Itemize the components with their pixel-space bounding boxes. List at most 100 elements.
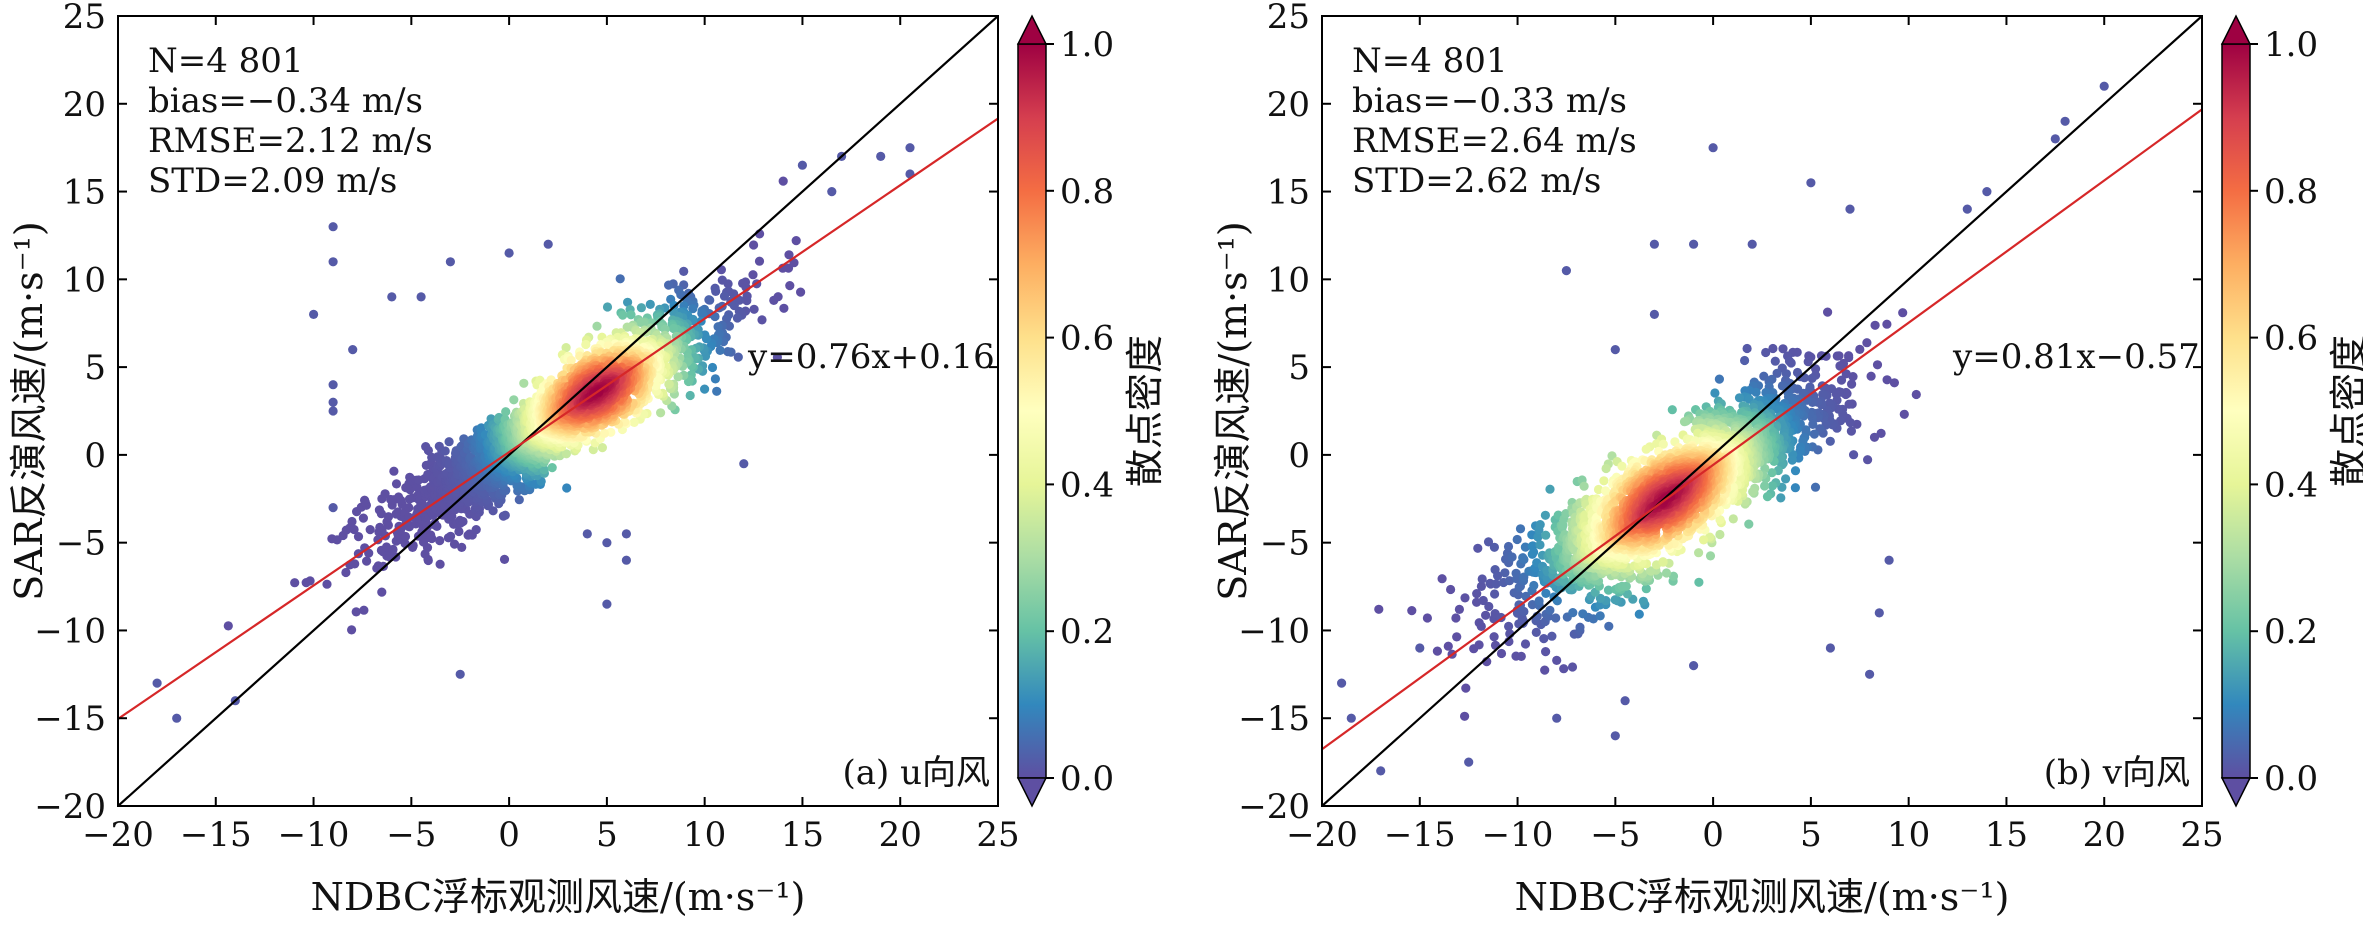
- scatter-point: [1898, 308, 1908, 318]
- x-axis-label: NDBC浮标观测风速/(m·s⁻¹): [311, 875, 806, 919]
- scatter-point: [1552, 655, 1562, 666]
- scatter-point: [673, 372, 683, 382]
- scatter-point: [1705, 551, 1716, 561]
- scatter-point: [1481, 610, 1491, 620]
- scatter-point: [543, 239, 553, 249]
- scatter-point: [1484, 601, 1494, 612]
- scatter-point: [500, 510, 510, 520]
- scatter-point: [1437, 574, 1447, 584]
- scatter-point: [351, 607, 361, 617]
- scatter-point: [669, 323, 679, 334]
- scatter-point: [779, 303, 789, 313]
- scatter-point: [1747, 239, 1757, 249]
- x-tick-label: 5: [596, 815, 618, 855]
- scatter-point: [1679, 417, 1690, 427]
- scatter-point: [1535, 540, 1545, 550]
- y-tick-label: −15: [34, 699, 106, 739]
- scatter-point: [710, 374, 721, 384]
- scatter-point: [1809, 429, 1819, 439]
- scatter-point: [1533, 532, 1543, 542]
- scatter-point: [719, 291, 730, 301]
- scatter-point: [602, 599, 612, 609]
- scatter-point: [1715, 515, 1725, 525]
- scatter-point: [1776, 493, 1786, 503]
- scatter-point: [519, 378, 529, 388]
- scatter-point: [582, 529, 592, 539]
- scatter-point: [328, 503, 338, 513]
- scatter-point: [1689, 239, 1699, 249]
- scatter-point: [457, 542, 467, 553]
- scatter-point: [1982, 187, 1992, 197]
- scatter-point: [1460, 593, 1470, 603]
- scatter-point: [581, 339, 591, 350]
- scatter-point: [1443, 641, 1453, 651]
- y-tick-label: −10: [34, 611, 106, 651]
- scatter-point: [621, 529, 632, 539]
- scatter-point: [688, 304, 698, 314]
- stat-text: STD=2.09 m/s: [148, 161, 397, 201]
- scatter-point: [1710, 388, 1720, 398]
- scatter-point: [561, 343, 571, 353]
- scatter-point: [615, 274, 625, 284]
- scatter-point: [1803, 357, 1813, 367]
- scatter-point: [785, 281, 795, 291]
- scatter-point: [1599, 476, 1609, 486]
- panel-label: (a) u向风: [842, 753, 990, 793]
- reference-line: [118, 16, 998, 806]
- scatter-point: [712, 386, 722, 396]
- scatter-point: [1545, 484, 1555, 494]
- scatter-point: [358, 513, 368, 523]
- scatter-point: [328, 397, 338, 407]
- scatter-point: [1790, 483, 1800, 493]
- scatter-point: [449, 539, 460, 549]
- scatter-point: [778, 176, 788, 186]
- scatter-point: [423, 445, 433, 456]
- scatter-point: [444, 458, 454, 468]
- scatter-point: [1641, 584, 1651, 594]
- scatter-point: [1561, 266, 1571, 276]
- scatter-point: [1855, 344, 1865, 354]
- scatter-point: [1787, 455, 1797, 465]
- scatter-point: [391, 479, 402, 489]
- scatter-point: [2060, 116, 2070, 126]
- scatter-point: [772, 352, 783, 362]
- scatter-point: [1823, 307, 1833, 317]
- scatter-point: [1478, 595, 1488, 606]
- scatter-point: [1415, 643, 1425, 653]
- scatter-point: [1511, 568, 1521, 578]
- scatter-point: [1520, 542, 1530, 552]
- scatter-point: [1748, 487, 1758, 497]
- scatter-point: [400, 531, 411, 542]
- scatter-point: [599, 428, 610, 438]
- scatter-point: [328, 406, 338, 416]
- scatter-point: [1489, 542, 1499, 552]
- scatter-point: [1552, 713, 1562, 723]
- scatter-point: [376, 509, 386, 519]
- scatter-point: [1491, 579, 1501, 589]
- scatter-point: [353, 532, 364, 542]
- scatter-point: [1808, 419, 1818, 429]
- scatter-point: [1641, 444, 1651, 454]
- scatter-point: [1376, 766, 1386, 776]
- x-tick-label: 25: [976, 815, 1019, 855]
- x-tick-label: 15: [781, 815, 824, 855]
- scatter-point: [1539, 634, 1549, 644]
- scatter-point: [1694, 548, 1704, 558]
- scatter-point: [348, 345, 358, 355]
- scatter-point: [1504, 576, 1515, 586]
- scatter-point: [602, 302, 613, 312]
- scatter-point: [377, 525, 387, 536]
- scatter-point: [1767, 481, 1778, 491]
- scatter-point: [1621, 581, 1631, 591]
- scatter-point: [1668, 571, 1679, 581]
- scatter-point: [380, 489, 390, 499]
- scatter-point: [1865, 669, 1875, 679]
- scatter-point: [435, 536, 445, 546]
- scatter-point: [1520, 639, 1531, 649]
- scatter-point: [172, 713, 182, 723]
- scatter-point: [446, 531, 456, 541]
- scatter-point: [1807, 373, 1817, 383]
- scatter-point: [700, 330, 710, 340]
- scatter-point: [1806, 178, 1816, 188]
- scatter-point: [1661, 568, 1672, 578]
